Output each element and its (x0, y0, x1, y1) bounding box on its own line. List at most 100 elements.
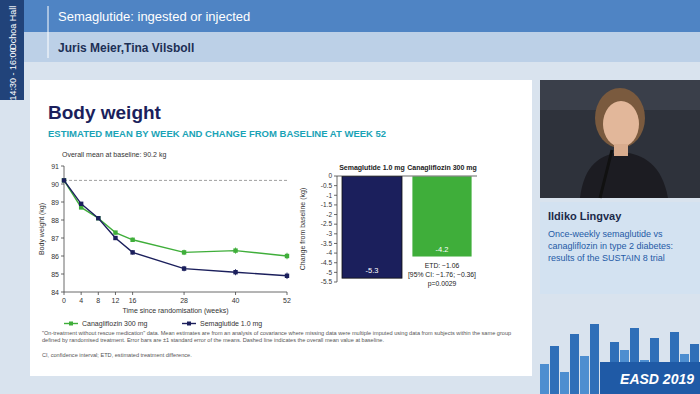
y-tick (334, 176, 337, 177)
y-tick (334, 243, 337, 244)
data-label: -5.3 (366, 266, 379, 275)
point (285, 254, 289, 258)
point (113, 230, 117, 234)
y-tick-label: 88 (51, 217, 59, 224)
session-title: Semaglutide: ingested or injected (58, 9, 250, 24)
baseline (64, 180, 287, 181)
slide-title: Body weight (48, 102, 162, 123)
y-tick-label: -5 (326, 269, 332, 276)
category-label: Canagliflozin 300 mg (407, 164, 477, 172)
y-tick-label: 87 (51, 235, 59, 242)
y-tick-label: -5.5 (321, 278, 333, 285)
y-tick (61, 238, 64, 239)
annotation: [95% CI: −1.76; −0.36] (408, 271, 476, 279)
y-axis-label: Body weight (kg) (38, 203, 46, 255)
x-tick (132, 292, 133, 295)
y-axis (64, 166, 65, 292)
legend: Canagliflozin 300 mg Semaglutide 1.0 mg (64, 320, 262, 328)
x-tick-label: 52 (283, 297, 291, 304)
speaker-video (540, 80, 700, 198)
y-tick (334, 204, 337, 205)
y-tick (334, 214, 337, 215)
event-logo: EASD 2019 (540, 324, 700, 394)
legend-marker (187, 322, 191, 326)
x-tick-label: 8 (96, 297, 100, 304)
slide (30, 80, 532, 376)
point (233, 248, 237, 252)
legend-marker (69, 322, 73, 326)
hall: Ochoa Hall (8, 6, 18, 51)
x-tick (287, 292, 288, 295)
point (62, 178, 66, 182)
y-tick (334, 253, 337, 254)
point (233, 270, 237, 274)
skyline-block (550, 346, 559, 394)
zero-line (337, 176, 477, 177)
point (182, 266, 186, 270)
x-tick (81, 292, 82, 295)
slide-subtitle: ESTIMATED MEAN BY WEEK AND CHANGE FROM B… (48, 128, 386, 139)
y-tick (61, 292, 64, 293)
x-tick-label: 12 (112, 297, 120, 304)
data-label: -4.2 (436, 245, 449, 254)
y-tick-label: -1 (326, 192, 332, 199)
y-tick-label: -3 (326, 230, 332, 237)
skyline-block (560, 372, 569, 394)
y-tick (334, 185, 337, 186)
y-tick (334, 195, 337, 196)
point (285, 274, 289, 278)
y-tick-label: 0 (328, 172, 332, 179)
session-bar (24, 0, 700, 32)
y-tick-label: 84 (51, 289, 59, 296)
y-tick (334, 233, 337, 234)
x-tick (235, 292, 236, 295)
speaker-neck (614, 144, 628, 156)
y-tick (334, 262, 337, 263)
series-line (64, 180, 287, 256)
y-tick-label: -2.5 (321, 220, 333, 227)
y-tick-label: 91 (51, 163, 59, 170)
bars (342, 176, 472, 278)
plot-area (62, 178, 289, 279)
y-tick-label: 90 (51, 181, 59, 188)
skyline-block (570, 334, 579, 394)
microphone (600, 150, 612, 198)
y-tick (61, 256, 64, 257)
chairs: Juris Meier,Tina Vilsboll (58, 41, 194, 55)
point (130, 250, 134, 254)
point (79, 202, 83, 206)
bar (342, 176, 402, 278)
point (96, 216, 100, 220)
bar (412, 176, 472, 257)
point (113, 236, 117, 240)
skyline-block (540, 364, 549, 394)
x-tick (64, 292, 65, 295)
point (182, 250, 186, 254)
talk-title: Once-weekly semaglutide vs canagliflozin… (548, 228, 696, 264)
background (0, 0, 700, 394)
y-tick-label: -3.5 (321, 240, 333, 247)
bar-chart: 0-0.5-1-1.5-2-2.5-3-3.5-4-4.5-5-5.5Chang… (299, 164, 477, 288)
speaker-body (580, 152, 668, 198)
y-tick-label: -4.5 (321, 259, 333, 266)
y-axis (337, 176, 338, 282)
divider (48, 6, 49, 58)
y-tick (61, 166, 64, 167)
x-tick-label: 40 (232, 297, 240, 304)
chairs-bar (24, 32, 700, 62)
y-tick-label: -2 (326, 211, 332, 218)
y-tick-label: -1.5 (321, 201, 333, 208)
legend-label: Semaglutide 1.0 mg (200, 320, 262, 328)
y-tick-label: -0.5 (321, 182, 333, 189)
abbreviations: CI, confidence interval; ETD, estimated … (42, 352, 522, 359)
x-tick (115, 292, 116, 295)
annotation: ETD: −1.06 (425, 262, 460, 269)
time: 14:30 - 16:00 (8, 47, 18, 100)
y-tick (61, 184, 64, 185)
x-axis-label: Time since randomisation (weeks) (123, 307, 229, 315)
y-tick-label: -4 (326, 249, 332, 256)
speaker-face (603, 101, 639, 147)
legend-label: Canagliflozin 300 mg (82, 320, 147, 328)
footnote: "On-treatment without rescue medication"… (42, 330, 522, 344)
y-tick (61, 202, 64, 203)
